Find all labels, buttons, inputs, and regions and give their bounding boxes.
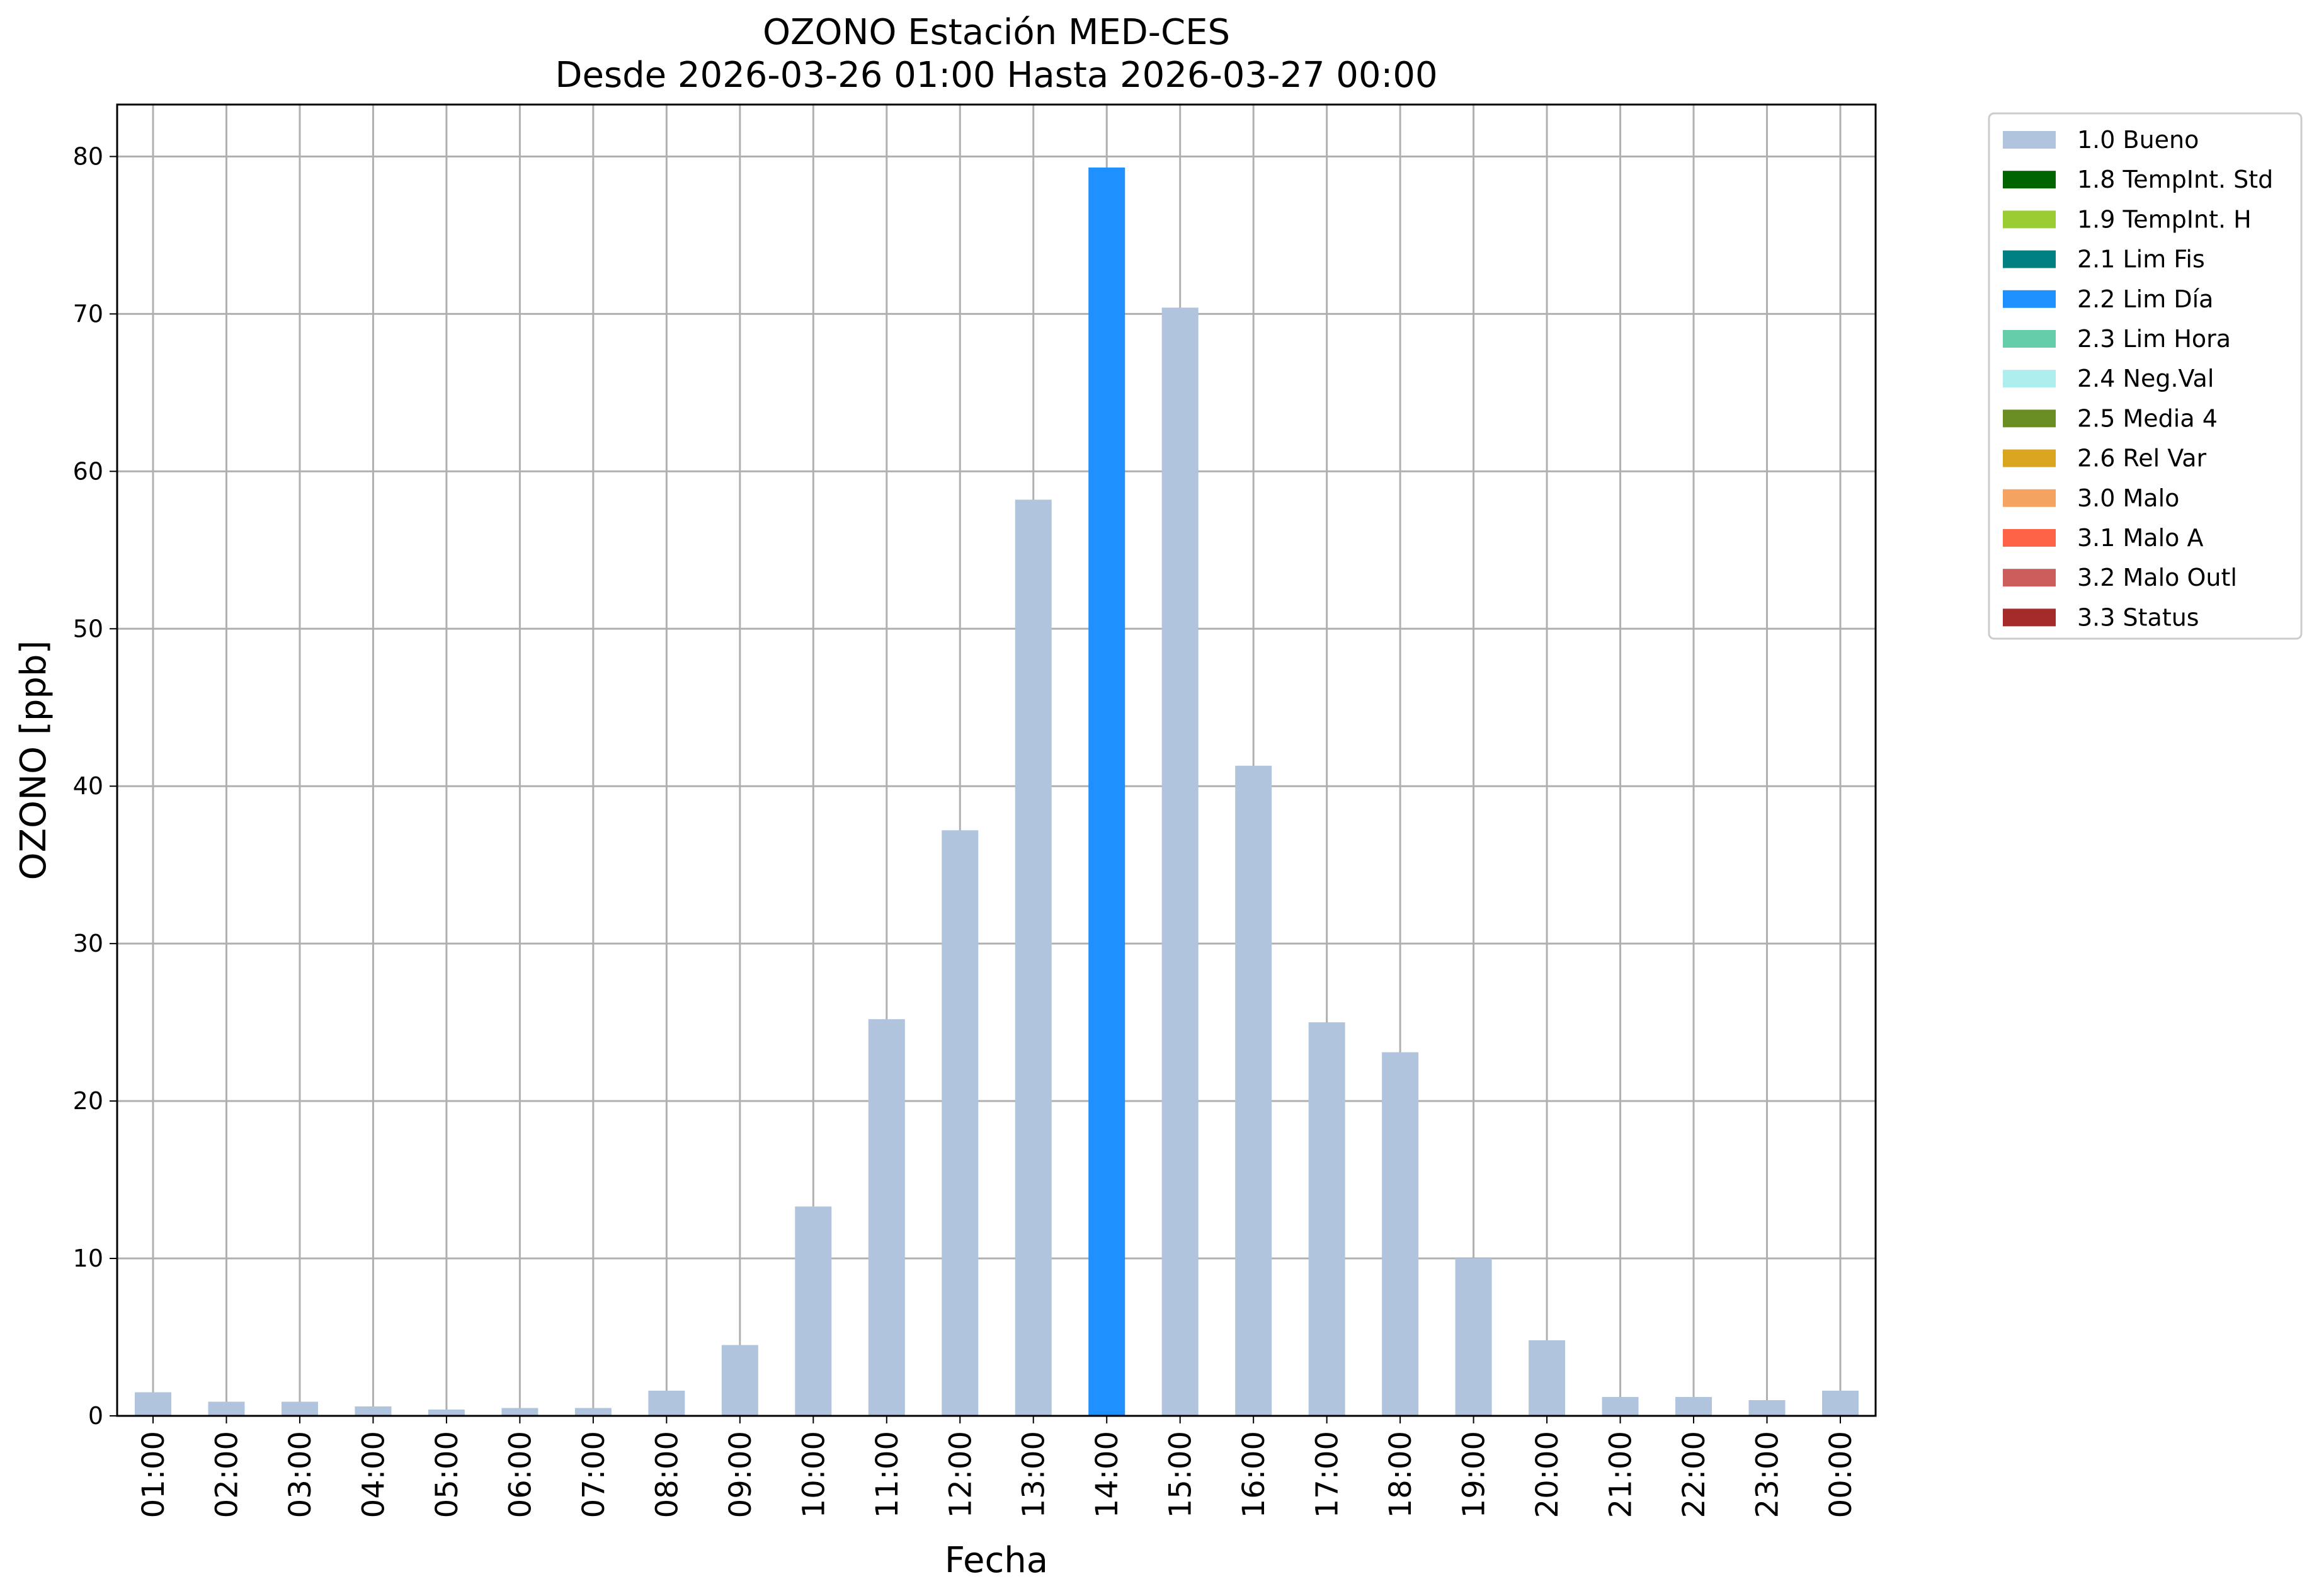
legend-label: 3.3 Status — [2077, 603, 2199, 631]
legend-label: 2.2 Lim Día — [2077, 285, 2213, 313]
legend-swatch — [2003, 131, 2056, 149]
legend-label: 3.0 Malo — [2077, 484, 2179, 512]
legend-label: 2.5 Media 4 — [2077, 404, 2218, 432]
y-tick-label: 50 — [73, 615, 103, 642]
grid-lines — [117, 105, 1876, 1417]
bar — [1015, 499, 1052, 1416]
legend-swatch — [2003, 171, 2056, 189]
bar — [1088, 167, 1125, 1416]
legend-swatch — [2003, 409, 2056, 428]
y-tick-label: 30 — [73, 930, 103, 957]
legend-label: 1.0 Bueno — [2077, 126, 2199, 154]
x-tick-label: 17:00 — [1310, 1431, 1345, 1518]
bar — [1455, 1258, 1492, 1416]
y-tick-label: 0 — [88, 1402, 103, 1430]
legend-label: 1.9 TempInt. H — [2077, 205, 2252, 233]
legend-label: 2.3 Lim Hora — [2077, 325, 2231, 353]
bar — [1748, 1400, 1786, 1416]
legend-label: 1.8 TempInt. Std — [2077, 166, 2273, 193]
x-tick-label: 19:00 — [1457, 1431, 1492, 1518]
bar — [208, 1401, 245, 1416]
x-tick-label: 22:00 — [1677, 1431, 1712, 1518]
chart-title: OZONO Estación MED-CES — [763, 12, 1230, 53]
x-tick-label: 03:00 — [283, 1431, 318, 1518]
bar — [868, 1019, 905, 1416]
bar — [574, 1408, 612, 1416]
x-tick-label: 21:00 — [1604, 1431, 1639, 1518]
x-tick-label: 14:00 — [1090, 1431, 1125, 1518]
legend-swatch — [2003, 250, 2056, 268]
x-tick-label: 04:00 — [356, 1431, 391, 1518]
y-tick-label: 80 — [73, 142, 103, 170]
x-tick-label: 02:00 — [209, 1431, 244, 1518]
x-axis-label: Fecha — [945, 1540, 1048, 1581]
chart-subtitle: Desde 2026-03-26 01:00 Hasta 2026-03-27 … — [555, 55, 1437, 96]
x-tick-label: 01:00 — [136, 1431, 171, 1518]
bar — [1675, 1397, 1712, 1416]
x-tick-label: 12:00 — [943, 1431, 978, 1518]
y-axis-ticks: 0 10 20 30 40 50 60 70 80 — [73, 142, 117, 1430]
bar-series — [135, 167, 1859, 1416]
bar — [1822, 1391, 1859, 1416]
x-tick-label: 00:00 — [1823, 1431, 1859, 1518]
x-tick-label: 16:00 — [1236, 1431, 1272, 1518]
legend-swatch — [2003, 330, 2056, 348]
legend-label: 2.4 Neg.Val — [2077, 365, 2214, 392]
bar — [1308, 1022, 1345, 1416]
bar — [355, 1406, 392, 1416]
y-axis-label: OZONO [ppb] — [13, 641, 54, 881]
legend-swatch — [2003, 489, 2056, 507]
legend-label: 2.6 Rel Var — [2077, 445, 2207, 472]
legend-swatch — [2003, 290, 2056, 308]
x-tick-label: 08:00 — [649, 1431, 685, 1518]
bar — [795, 1206, 832, 1416]
x-tick-label: 09:00 — [723, 1431, 758, 1518]
x-tick-label: 06:00 — [503, 1431, 538, 1518]
bar — [1235, 765, 1272, 1416]
bar — [648, 1391, 685, 1416]
x-tick-label: 18:00 — [1383, 1431, 1418, 1518]
bar — [1161, 307, 1199, 1416]
bar — [501, 1408, 538, 1416]
bar — [721, 1345, 758, 1416]
x-tick-label: 07:00 — [576, 1431, 612, 1518]
legend-label: 3.2 Malo Outl — [2077, 564, 2237, 591]
y-tick-label: 20 — [73, 1087, 103, 1115]
x-tick-label: 23:00 — [1750, 1431, 1786, 1518]
bar — [428, 1410, 465, 1416]
y-tick-label: 10 — [73, 1245, 103, 1272]
y-tick-label: 60 — [73, 457, 103, 485]
legend-label: 3.1 Malo A — [2077, 524, 2203, 552]
legend: 1.0 Bueno 1.8 TempInt. Std 1.9 TempInt. H 2… — [1988, 112, 2303, 640]
bar — [1602, 1397, 1639, 1416]
x-tick-label: 11:00 — [870, 1431, 905, 1518]
legend-label: 2.1 Lim Fis — [2077, 246, 2205, 273]
y-tick-label: 70 — [73, 300, 103, 328]
x-tick-label: 13:00 — [1017, 1431, 1052, 1518]
legend-frame — [1988, 112, 2303, 640]
legend-swatch — [2003, 210, 2056, 229]
plot-frame — [116, 103, 1877, 1417]
y-tick-label: 40 — [73, 772, 103, 800]
bar — [135, 1392, 171, 1416]
x-tick-label: 15:00 — [1163, 1431, 1199, 1518]
x-tick-label: 05:00 — [430, 1431, 465, 1518]
bar — [942, 830, 979, 1416]
bar — [1382, 1052, 1419, 1416]
x-tick-label: 10:00 — [796, 1431, 831, 1518]
bar — [281, 1401, 318, 1416]
legend-swatch — [2003, 569, 2056, 587]
legend-swatch — [2003, 529, 2056, 547]
x-tick-label: 20:00 — [1530, 1431, 1565, 1518]
legend-swatch — [2003, 370, 2056, 388]
legend-swatch — [2003, 449, 2056, 467]
legend-swatch — [2003, 608, 2056, 627]
bar — [1529, 1340, 1566, 1416]
x-axis-ticks: 01:00 02:00 03:00 04:00 05:00 06:00 07:00 08:00… — [136, 1416, 1859, 1518]
